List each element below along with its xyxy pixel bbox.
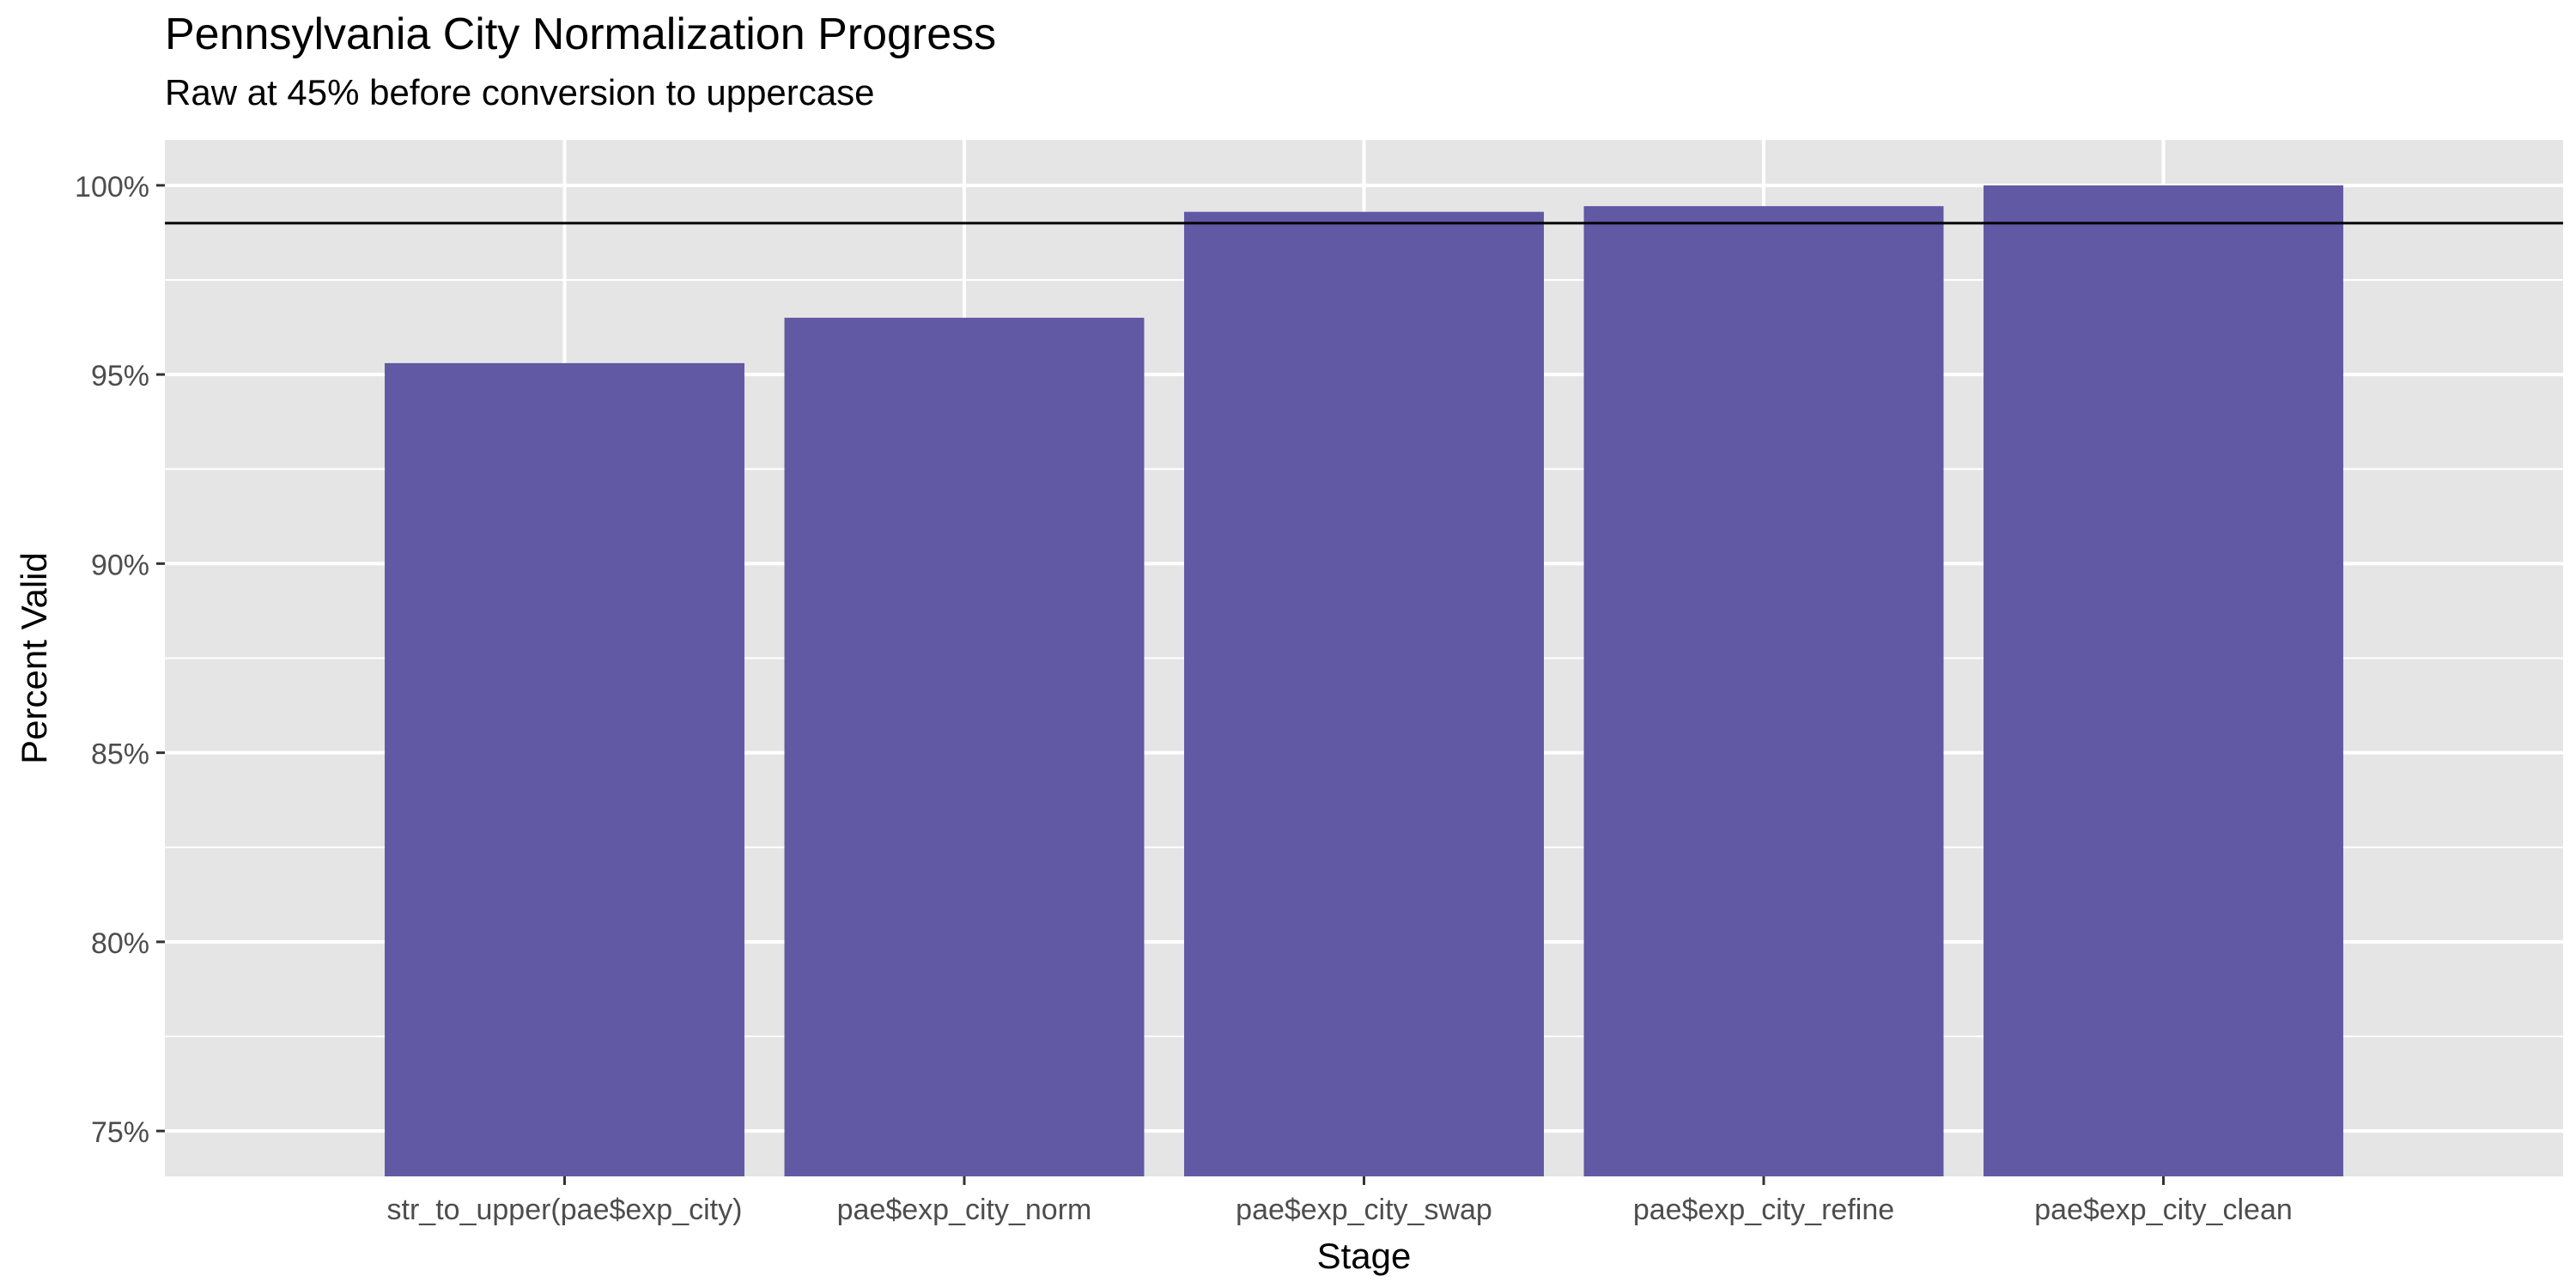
y-tick-label: 80%	[91, 927, 149, 960]
y-tick-label: 95%	[91, 360, 149, 392]
bar	[1984, 185, 2343, 1176]
y-axis: 75% 80% 85% 90% 95% 100%	[75, 171, 165, 1149]
bars	[385, 185, 2343, 1177]
chart-subtitle: Raw at 45% before conversion to uppercas…	[165, 72, 875, 112]
bar	[784, 318, 1145, 1176]
y-tick-label: 75%	[91, 1116, 149, 1149]
y-tick-label: 90%	[91, 549, 149, 581]
x-tick-label: pae$exp_city_refine	[1633, 1194, 1894, 1226]
x-axis-label: Stage	[1317, 1236, 1412, 1276]
chart-title: Pennsylvania City Normalization Progress	[165, 9, 997, 59]
y-tick-label: 85%	[91, 738, 149, 771]
y-axis-label: Percent Valid	[14, 552, 54, 764]
x-axis: str_to_upper(pae$exp_city) pae$exp_city_n…	[387, 1176, 2293, 1226]
bar	[1184, 211, 1544, 1177]
bar	[1583, 206, 1944, 1177]
x-tick-label: str_to_upper(pae$exp_city)	[387, 1194, 743, 1226]
y-tick-label: 100%	[75, 171, 149, 204]
x-tick-label: pae$exp_city_norm	[837, 1194, 1092, 1226]
x-tick-label: pae$exp_city_swap	[1236, 1194, 1492, 1226]
bar	[385, 362, 744, 1176]
x-tick-label: pae$exp_city_clean	[2034, 1194, 2293, 1226]
